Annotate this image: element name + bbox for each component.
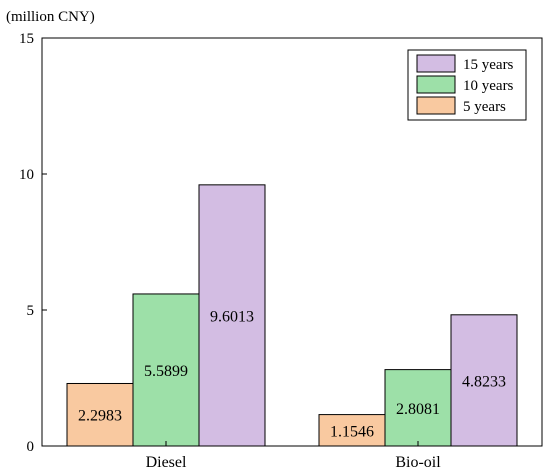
bar-0-0 — [66, 382, 134, 447]
y-axis: 0 5 10 15 — [19, 31, 47, 455]
bar-1-2 — [450, 314, 518, 447]
data-label: 2.8081 — [396, 401, 440, 418]
data-label: 4.8233 — [462, 373, 506, 390]
data-label: 1.1546 — [330, 423, 374, 440]
x-tick-label: Bio-oil — [395, 454, 441, 471]
y-tick-label: 10 — [19, 167, 34, 183]
x-axis: Diesel Bio-oil — [146, 441, 441, 471]
legend-label: 10 years — [463, 78, 514, 94]
data-label: 2.2983 — [78, 408, 122, 425]
y-tick-label: 0 — [27, 439, 35, 455]
y-tick-label: 5 — [27, 303, 35, 319]
plot-frame — [41, 37, 543, 447]
data-labels-group: 2.2983 5.5899 9.6013 1.1546 2.8081 4.8233 — [78, 308, 506, 440]
data-label: 5.5899 — [144, 363, 188, 380]
bars-group — [66, 184, 518, 447]
legend-label: 15 years — [463, 57, 514, 73]
data-label: 9.6013 — [210, 308, 254, 325]
legend-swatch — [416, 75, 456, 94]
y-tick-label: 15 — [19, 31, 34, 47]
legend: 15 years 10 years 5 years — [407, 49, 527, 121]
bar-0-1 — [132, 293, 200, 447]
y-unit-label: (million CNY) — [6, 9, 95, 25]
legend-swatch — [416, 96, 456, 115]
legend-swatch — [416, 54, 456, 73]
x-tick-label: Diesel — [146, 454, 187, 471]
legend-label: 5 years — [463, 99, 506, 115]
bar-0-2 — [198, 184, 266, 447]
